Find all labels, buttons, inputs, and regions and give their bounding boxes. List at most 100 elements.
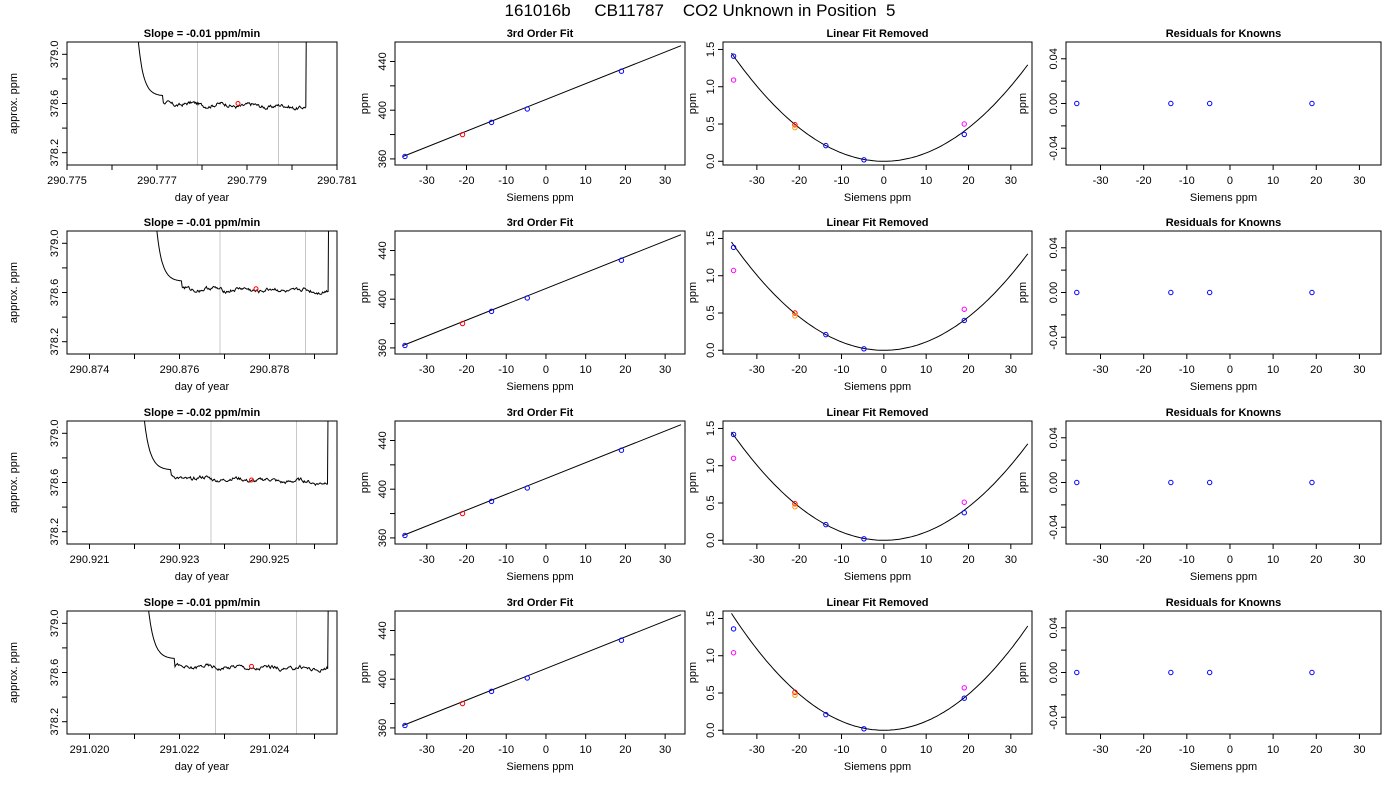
x-tick-label: 30 — [1005, 554, 1017, 566]
x-axis-label: Siemens ppm — [844, 381, 911, 393]
plot-data — [402, 614, 682, 729]
data-point-red — [792, 689, 798, 695]
x-axis-label: Siemens ppm — [506, 381, 573, 393]
panel-residual-curve-row-1: Linear Fit Removed -30 -20 -10 0 10 20 30 Siemen… — [687, 28, 1033, 204]
x-axis-label: Siemens ppm — [1190, 571, 1257, 583]
plot-title: Residuals for Knowns — [1166, 407, 1282, 419]
x-axis-label: Siemens ppm — [506, 192, 573, 204]
x-tick-label: 20 — [962, 554, 974, 566]
y-axis-label: ppm — [1017, 662, 1029, 683]
y-axis-label: ppm — [687, 93, 699, 114]
y-tick-label: 0.5 — [705, 116, 717, 131]
x-tick-label: -10 — [498, 744, 514, 756]
y-tick-label: 378.6 — [49, 90, 61, 118]
x-axis-label: Siemens ppm — [844, 761, 911, 773]
data-point-blue — [1206, 669, 1213, 676]
data-point-red — [459, 131, 466, 138]
plot-frame — [722, 610, 1033, 735]
plot-title: 3rd Order Fit — [507, 217, 574, 229]
data-point-blue — [961, 317, 967, 324]
y-axis-label: approx. ppm — [8, 73, 20, 134]
data-point-blue — [524, 295, 530, 301]
plot-title: 3rd Order Fit — [507, 407, 574, 419]
data-point-blue — [1168, 100, 1174, 107]
data-point-blue — [524, 675, 530, 681]
panel-time-series-row-1: Slope = -0.01 ppm/min 290.775 290.777 290.7… — [8, 28, 357, 204]
panel-knowns-row-4: Residuals for Knowns -30 -20 -10 0 10 20 30 Siem… — [1017, 597, 1382, 773]
y-tick-label: 379.0 — [49, 230, 61, 258]
x-tick-label: -30 — [749, 364, 765, 376]
data-point-blue — [730, 53, 737, 59]
plot-title: Linear Fit Removed — [826, 407, 928, 419]
y-tick-label: 440 — [377, 52, 389, 70]
plot-data — [143, 421, 329, 544]
data-point-blue — [961, 509, 967, 516]
x-tick-label: 20 — [962, 364, 974, 376]
y-tick-label: 0.00 — [1048, 282, 1060, 303]
x-tick-label: 20 — [1310, 744, 1322, 756]
x-tick-label: -20 — [459, 744, 475, 756]
data-point-blue — [1309, 289, 1315, 296]
data-point-blue — [730, 626, 737, 632]
plot-data — [730, 431, 1029, 542]
plot-title: Slope = -0.01 ppm/min — [144, 28, 261, 40]
x-tick-label: -10 — [834, 744, 850, 756]
x-tick-label: 10 — [920, 175, 932, 187]
x-tick-label: 0 — [543, 175, 549, 187]
y-tick-label: 0.04 — [1048, 617, 1060, 638]
data-point-blue — [524, 106, 530, 112]
y-tick-label: 1.5 — [705, 231, 717, 246]
x-tick-label: -20 — [791, 364, 807, 376]
x-tick-label: -20 — [791, 554, 807, 566]
y-tick-label: -0.04 — [1048, 136, 1060, 161]
y-tick-label: 378.6 — [49, 469, 61, 497]
y-tick-label: 0.0 — [705, 723, 717, 738]
data-point-blue — [1206, 289, 1213, 296]
plot-data — [1074, 289, 1315, 296]
x-tick-label: 291.020 — [70, 744, 110, 756]
x-tick-label: 290.779 — [227, 175, 267, 187]
x-tick-label: 30 — [1005, 744, 1017, 756]
x-tick-label: 0 — [543, 554, 549, 566]
x-tick-label: 30 — [659, 364, 671, 376]
data-point-blue — [861, 346, 867, 352]
x-tick-label: 10 — [580, 554, 592, 566]
panel-fit-row-1: 3rd Order Fit -30 -20 -10 0 10 20 30 Siemens ppm… — [359, 28, 686, 204]
x-tick-label: -20 — [1136, 364, 1152, 376]
plot-frame — [394, 610, 686, 735]
x-tick-label: -10 — [1179, 364, 1195, 376]
analyzer-trace — [137, 42, 307, 111]
data-point-blue — [1074, 479, 1080, 486]
x-tick-label: 30 — [659, 744, 671, 756]
plot-data — [1074, 479, 1315, 486]
fit-line — [402, 234, 682, 346]
panel-time-series-row-3: Slope = -0.02 ppm/min 290.921 290.923 290.9… — [8, 407, 338, 583]
x-tick-label: 290.921 — [70, 554, 110, 566]
data-point-blue — [488, 498, 495, 505]
y-tick-label: 1.5 — [705, 421, 717, 436]
x-tick-label: 20 — [619, 364, 631, 376]
x-tick-label: 290.923 — [160, 554, 200, 566]
data-point-magenta — [730, 650, 737, 656]
x-tick-label: 30 — [1353, 744, 1365, 756]
plot-data — [402, 424, 682, 539]
y-axis-label: ppm — [687, 662, 699, 683]
y-tick-label: 1.0 — [705, 268, 717, 283]
plot-data — [1074, 669, 1315, 676]
data-point-orange — [792, 504, 798, 510]
x-tick-label: 10 — [1267, 744, 1279, 756]
plot-frame — [394, 41, 686, 166]
x-tick-label: 290.781 — [317, 175, 357, 187]
x-tick-label: 290.925 — [250, 554, 290, 566]
x-tick-label: 291.024 — [250, 744, 290, 756]
y-tick-label: 378.6 — [49, 279, 61, 307]
data-point-blue — [1168, 669, 1174, 676]
quadratic-curve — [731, 613, 1029, 731]
data-point-blue — [1206, 479, 1213, 486]
x-tick-label: 10 — [580, 175, 592, 187]
x-axis-label: day of year — [175, 381, 230, 393]
data-point-red — [792, 122, 798, 128]
x-tick-label: -20 — [791, 175, 807, 187]
data-point-blue — [402, 342, 408, 349]
